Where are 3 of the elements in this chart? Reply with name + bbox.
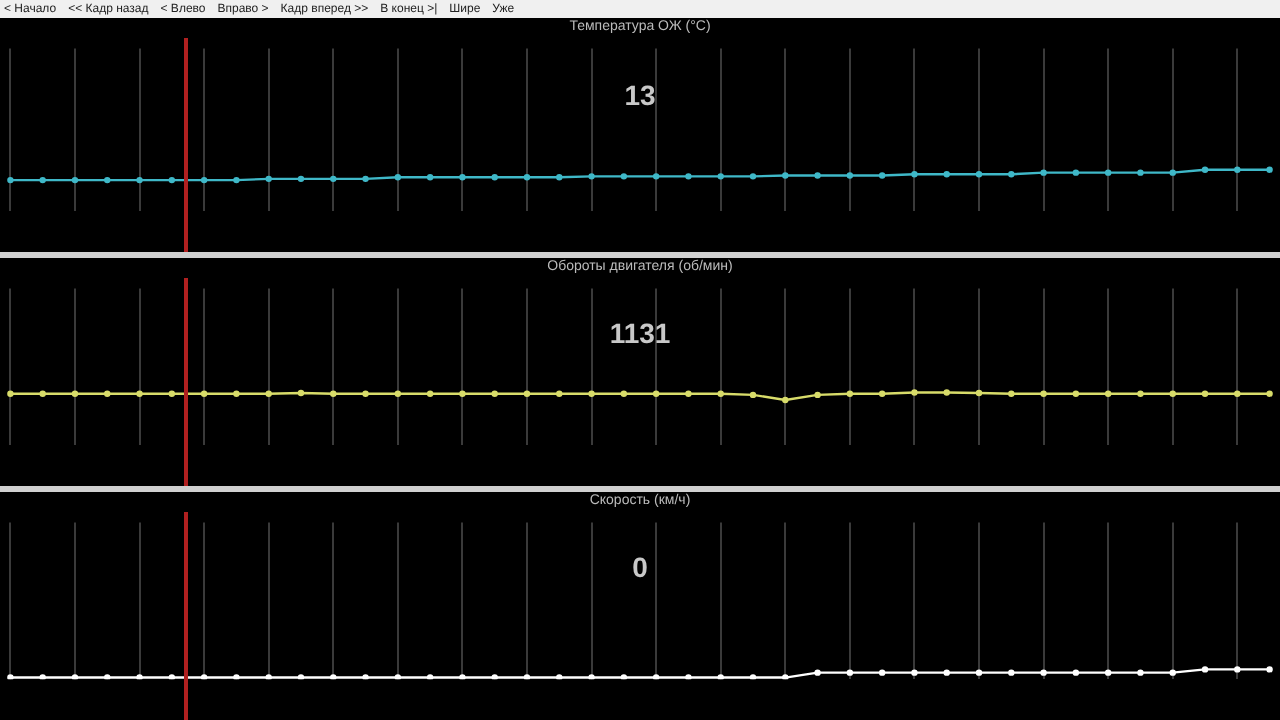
text: 1131 — [609, 317, 671, 350]
text: 13 — [624, 78, 656, 111]
text: 0 — [632, 551, 649, 584]
